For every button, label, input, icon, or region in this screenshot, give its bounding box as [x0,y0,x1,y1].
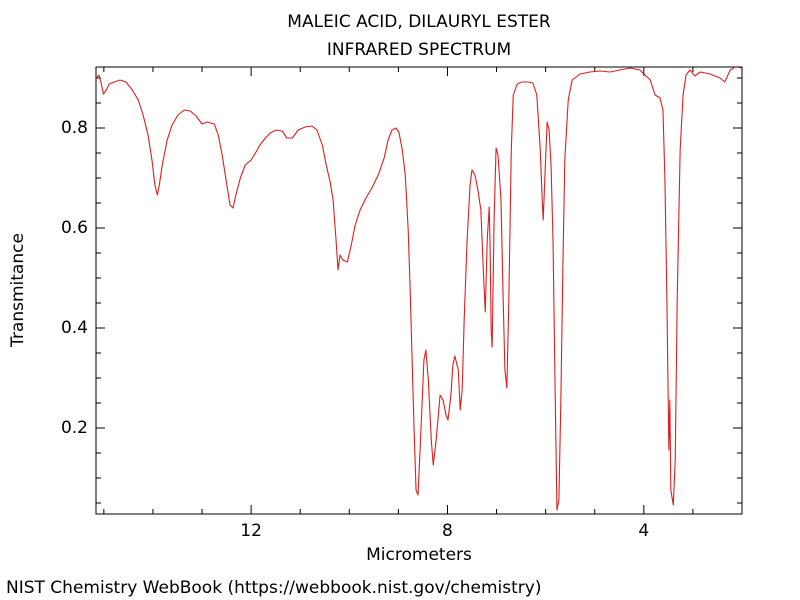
x-tick-label: 4 [638,521,649,541]
x-tick-label: 12 [240,521,262,541]
x-tick-label: 8 [442,521,453,541]
spectrum-line [96,67,742,511]
chart-title: MALEIC ACID, DILAURYL ESTER [287,12,551,32]
y-tick-label: 0.8 [61,118,88,138]
x-axis-label: Micrometers [366,545,472,565]
y-tick-label: 0.4 [61,318,88,338]
y-axis-label: Transmitance [8,233,28,348]
y-tick-label: 0.2 [61,418,88,438]
source-note: NIST Chemistry WebBook (https://webbook.… [6,578,541,598]
chart-subtitle: INFRARED SPECTRUM [327,40,511,60]
plot-frame [95,66,743,515]
y-tick-label: 0.6 [61,218,88,238]
